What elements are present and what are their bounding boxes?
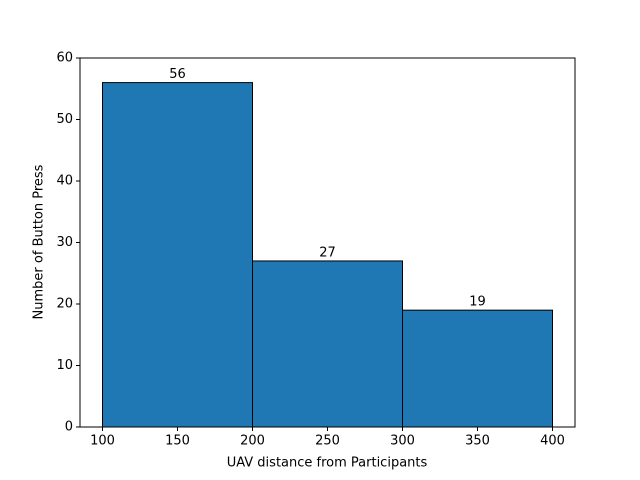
- plot-frame: [79, 57, 576, 428]
- bar: [252, 260, 403, 428]
- data-label: 19: [469, 295, 486, 310]
- x-tick-label: 100: [90, 434, 115, 449]
- y-tick-label: 10: [56, 358, 73, 373]
- x-tick-label: 350: [465, 434, 490, 449]
- x-tick-label: 150: [165, 434, 190, 449]
- data-label: 27: [319, 245, 336, 260]
- x-tick-label: 250: [315, 434, 340, 449]
- y-tick-label: 0: [65, 420, 73, 435]
- y-tick-label: 40: [56, 174, 73, 189]
- data-label: 56: [169, 67, 186, 82]
- x-axis-label: UAV distance from Participants: [227, 456, 428, 471]
- y-tick-label: 20: [56, 297, 73, 312]
- y-tick-label: 60: [56, 51, 73, 66]
- x-tick-label: 200: [240, 434, 265, 449]
- y-tick-label: 50: [56, 112, 73, 127]
- bar: [402, 309, 553, 428]
- x-tick-label: 400: [540, 434, 565, 449]
- x-tick-label: 300: [390, 434, 415, 449]
- y-tick-label: 30: [56, 235, 73, 250]
- bar: [102, 82, 253, 428]
- y-axis-label: Number of Button Press: [32, 164, 47, 319]
